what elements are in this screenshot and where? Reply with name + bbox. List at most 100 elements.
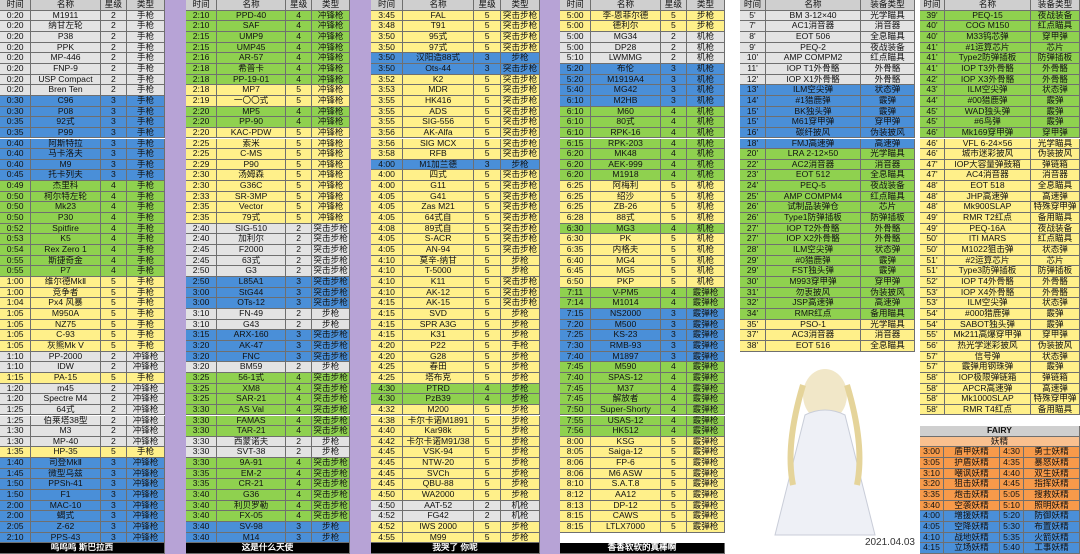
table-cell: MK48 xyxy=(591,149,661,160)
table-cell: 6:25 xyxy=(560,181,592,192)
equipment-cell: 18' xyxy=(740,138,766,150)
table-cell: 5 xyxy=(100,298,128,309)
fairy-cell: 盾甲妖精 xyxy=(944,447,1000,459)
table-cell: 机枪 xyxy=(687,277,725,288)
table-cell: M3 xyxy=(31,426,101,437)
equipment-cell: 46' xyxy=(920,127,945,139)
table-cell: FX-05 xyxy=(217,511,287,523)
table-cell: 5 xyxy=(660,181,688,192)
equipment-cell: 41' xyxy=(920,63,945,75)
table-cell: 5:20 xyxy=(560,63,592,75)
table-cell: 纳甘左轮 xyxy=(31,21,101,32)
equipment-cell: 全息瞄具 xyxy=(861,340,915,352)
table-cell: 7:30 xyxy=(560,340,592,352)
table-cell: 1:05 xyxy=(0,340,32,352)
table-cell: 2:45 xyxy=(186,255,218,267)
table-cell: PKP xyxy=(591,277,661,288)
equipment-cell: AMP COMPM2 xyxy=(766,53,861,64)
table-cell: 手枪 xyxy=(127,298,165,309)
table-cell: 3 xyxy=(100,106,128,118)
table-cell: 1:10 xyxy=(0,362,32,373)
equipment-cell: Mk900SLAP xyxy=(945,202,1031,214)
table-cell: 机枪 xyxy=(687,31,725,43)
table-cell: 2:19 xyxy=(186,95,218,107)
table-cell: 4:50 xyxy=(371,500,404,512)
fairy-cell: 3:40 xyxy=(920,500,944,512)
table-cell: 5 xyxy=(100,308,128,320)
equipment-cell: 8' xyxy=(740,31,766,43)
table-cell: 内格夫 xyxy=(591,245,661,256)
table-cell: 冲锋枪 xyxy=(127,468,165,480)
table-cell: 2 xyxy=(286,436,313,448)
equipment-cell: 25' xyxy=(740,191,766,203)
table-cell: 布伦 xyxy=(591,63,661,75)
table-cell: 5 xyxy=(660,21,688,32)
table-cell: MP-40 xyxy=(31,436,101,448)
table-cell: 斯捷奇金 xyxy=(31,255,101,267)
equipment-cell: 试制品装弹仓 xyxy=(766,202,861,214)
table-cell: 霰弹枪 xyxy=(687,490,725,501)
equipment-cell: VFL 6-24×56 xyxy=(945,138,1031,150)
table-cell: 4 xyxy=(100,223,128,235)
table-cell: 3:25 xyxy=(186,372,218,384)
table-cell: 机枪 xyxy=(687,202,725,214)
table-cell: 3 xyxy=(286,351,313,363)
table-cell: 5 xyxy=(474,255,502,267)
table-cell: 2:20 xyxy=(186,117,218,128)
equipment-cell: 51' xyxy=(920,255,945,267)
table-cell: SV-98 xyxy=(217,522,287,533)
table-cell: 4 xyxy=(286,10,313,22)
table-cell: 8:00 xyxy=(560,436,592,448)
table-cell: 3:15 xyxy=(186,330,218,341)
table-cell: 0:50 xyxy=(0,191,32,203)
header-cell: 名称 xyxy=(31,0,101,11)
table-cell: 4 xyxy=(660,127,688,139)
table-cell: 5 xyxy=(474,277,502,288)
table-cell: StG44 xyxy=(217,287,287,299)
table-cell: 2:50 xyxy=(186,266,218,277)
equipment-cell: 消音器 xyxy=(1031,170,1080,182)
table-cell: DP28 xyxy=(591,42,661,54)
table-cell: 步枪 xyxy=(687,21,725,32)
table-cell: 3:58 xyxy=(371,149,404,160)
table-cell: 5 xyxy=(474,213,502,224)
equipment-cell: AC1消音器 xyxy=(766,21,861,32)
table-cell: AK-15 xyxy=(403,298,475,309)
table-cell: 4 xyxy=(286,458,313,469)
equipment-cell: 红点瞄具 xyxy=(861,191,915,203)
table-cell: M37 xyxy=(591,383,661,395)
equipment-cell: 备用瞄具 xyxy=(1031,213,1080,224)
table-cell: 5 xyxy=(474,308,502,320)
table-cell: USP Compact xyxy=(31,74,101,86)
equipment-cell: 状态弹 xyxy=(1031,85,1080,96)
equipment-cell: 备用瞄具 xyxy=(1031,404,1080,416)
table-cell: 4 xyxy=(660,404,688,416)
table-cell: 莫辛-纳甘 xyxy=(403,255,475,267)
table-cell: 4:20 xyxy=(371,340,404,352)
table-cell: T91 xyxy=(403,21,475,32)
table-cell: 4 xyxy=(660,372,688,384)
table-cell: CR-21 xyxy=(217,479,287,491)
table-cell: 机枪 xyxy=(687,117,725,128)
fairy-cell: 火箭妖精 xyxy=(1024,532,1080,544)
table-cell: 突击步枪 xyxy=(501,213,540,224)
table-cell: K11 xyxy=(403,277,475,288)
equipment-cell: M33钨芯弹 xyxy=(945,31,1031,43)
table-cell: 4:00 xyxy=(371,170,404,182)
equipment-cell: 42' xyxy=(920,74,945,86)
table-cell: 霰弹枪 xyxy=(687,436,725,448)
table-cell: 79式 xyxy=(217,213,287,224)
table-cell: 0:35 xyxy=(0,117,32,128)
equipment-cell: 48' xyxy=(920,191,945,203)
table-cell: 突击步枪 xyxy=(312,458,350,469)
table-cell: 5 xyxy=(474,458,502,469)
table-cell: 4 xyxy=(100,245,128,256)
equipment-cell: 霰弹 xyxy=(1031,106,1080,118)
table-cell: CAWS xyxy=(591,511,661,523)
table-cell: 4 xyxy=(474,383,502,395)
table-cell: 0:40 xyxy=(0,159,32,171)
table-cell: 冲锋枪 xyxy=(127,394,165,405)
table-cell: F2000 xyxy=(217,245,287,256)
table-cell: AAT-52 xyxy=(403,500,475,512)
table-cell: MG5 xyxy=(591,266,661,277)
